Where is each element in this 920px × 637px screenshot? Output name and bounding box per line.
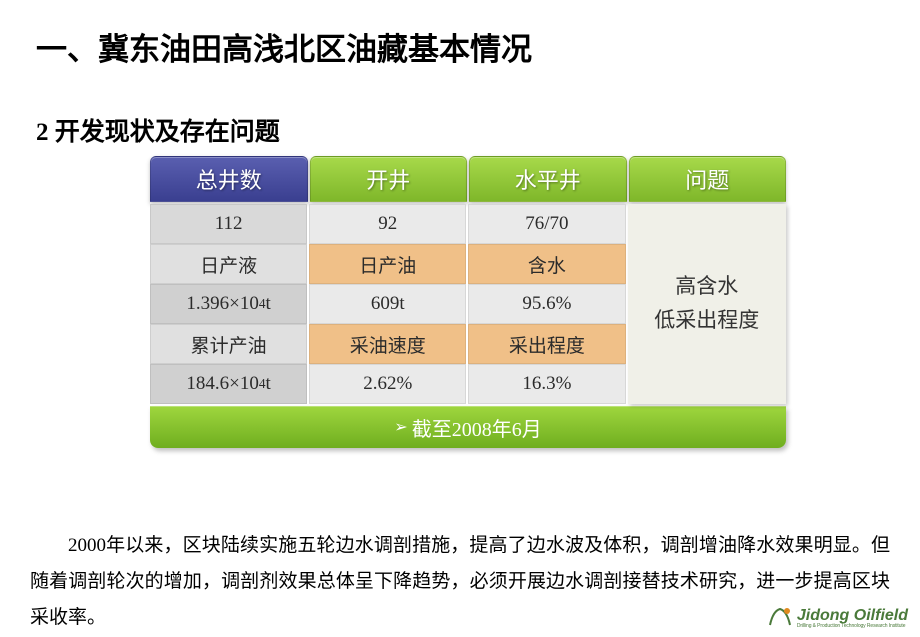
- table-footer: ➢ 截至2008年6月: [150, 406, 786, 448]
- table-cell: 1.396×104t: [150, 284, 307, 324]
- table-row: 184.6×104t2.62%16.3%: [150, 364, 626, 404]
- header-cell: 问题: [629, 156, 787, 202]
- table-header-row: 总井数开井水平井问题: [150, 156, 786, 202]
- table-cell: 184.6×104t: [150, 364, 307, 404]
- logo-main-text: Jidong Oilfield: [797, 608, 908, 624]
- section-subtitle: 2 开发现状及存在问题: [36, 112, 280, 148]
- table-cell: 日产液: [150, 244, 307, 284]
- table-cell: 92: [309, 204, 466, 244]
- table-row: 1.396×104t609t95.6%: [150, 284, 626, 324]
- table-row: 日产液日产油含水: [150, 244, 626, 284]
- data-table: 总井数开井水平井问题 1129276/70日产液日产油含水1.396×104t6…: [150, 156, 786, 448]
- table-row: 1129276/70: [150, 204, 626, 244]
- logo-sub-text: Drilling & Production Technology Researc…: [797, 624, 908, 629]
- table-cell: 112: [150, 204, 307, 244]
- table-cell: 采出程度: [468, 324, 625, 364]
- table-cell: 采油速度: [309, 324, 466, 364]
- header-cell: 水平井: [469, 156, 627, 202]
- table-body: 1129276/70日产液日产油含水1.396×104t609t95.6%累计产…: [150, 204, 626, 404]
- footer-text: 截至2008年6月: [412, 413, 542, 442]
- page-title: 一、冀东油田高浅北区油藏基本情况: [36, 24, 532, 69]
- table-cell: 95.6%: [468, 284, 625, 324]
- table-cell: 2.62%: [309, 364, 466, 404]
- table-cell: 含水: [468, 244, 625, 284]
- body-paragraph: 2000年以来，区块陆续实施五轮边水调剖措施，提高了边水波及体积，调剖增油降水效…: [30, 528, 890, 636]
- issue-line1: 高含水: [675, 270, 738, 304]
- table-cell: 609t: [309, 284, 466, 324]
- issue-cell: 高含水 低采出程度: [628, 204, 787, 404]
- issue-line2: 低采出程度: [654, 304, 759, 338]
- header-cell: 开井: [310, 156, 468, 202]
- table-cell: 累计产油: [150, 324, 307, 364]
- logo: Jidong Oilfield Drilling & Production Te…: [767, 605, 908, 629]
- table-cell: 76/70: [468, 204, 625, 244]
- table-cell: 日产油: [309, 244, 466, 284]
- header-cell: 总井数: [150, 156, 308, 202]
- table-cell: 16.3%: [468, 364, 625, 404]
- logo-icon: [767, 605, 793, 629]
- chevron-icon: ➢: [394, 417, 407, 437]
- table-row: 累计产油采油速度采出程度: [150, 324, 626, 364]
